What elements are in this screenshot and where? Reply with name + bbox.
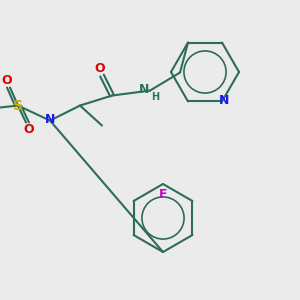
Text: O: O: [95, 62, 105, 75]
Text: N: N: [45, 113, 55, 126]
Text: N: N: [219, 94, 229, 107]
Text: H: H: [151, 92, 159, 102]
Text: O: O: [24, 123, 34, 136]
Text: O: O: [2, 74, 12, 87]
Text: F: F: [159, 188, 167, 200]
Text: N: N: [139, 83, 149, 96]
Text: S: S: [13, 99, 23, 112]
